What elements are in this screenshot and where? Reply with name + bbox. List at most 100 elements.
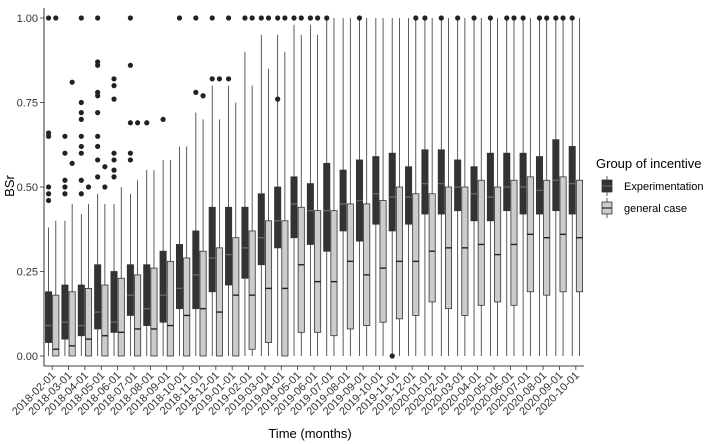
- experimentation-box: [45, 15, 53, 356]
- outlier-point: [275, 15, 281, 21]
- general-case-box: [428, 18, 436, 356]
- outlier-point: [69, 160, 75, 166]
- box-iqr: [503, 152, 511, 212]
- outlier-point: [520, 15, 526, 21]
- outlier-point: [275, 96, 281, 102]
- general-case-box: [232, 102, 240, 357]
- box-iqr: [421, 149, 429, 215]
- experimentation-box: [274, 15, 282, 356]
- x-axis-title: Time (months): [268, 426, 351, 441]
- box-iqr: [461, 186, 469, 316]
- box-iqr: [477, 179, 485, 306]
- outlier-point: [78, 99, 84, 106]
- outlier-point: [111, 157, 117, 163]
- outlier-point: [160, 116, 166, 122]
- box-iqr: [306, 183, 314, 245]
- outlier-point: [95, 89, 101, 95]
- box-iqr: [290, 176, 298, 239]
- outlier-point: [78, 116, 84, 122]
- outlier-point: [193, 89, 199, 95]
- box-iqr: [126, 264, 134, 316]
- experimentation-box: [208, 15, 216, 356]
- general-case-box: [526, 18, 534, 356]
- y-tick-label: 0.00: [17, 351, 38, 363]
- outlier-point: [193, 15, 199, 21]
- experimentation-box: [290, 15, 298, 356]
- experimentation-box: [175, 15, 183, 356]
- outlier-point: [127, 150, 133, 156]
- box-iqr: [52, 294, 60, 357]
- outlier-point: [242, 15, 248, 21]
- box-iqr: [94, 264, 102, 330]
- outlier-point: [78, 150, 84, 156]
- experimentation-box: [143, 120, 151, 356]
- experimentation-box: [306, 15, 314, 356]
- outlier-point: [69, 79, 75, 85]
- box-iqr: [575, 179, 583, 293]
- general-case-box: [395, 18, 403, 356]
- box-iqr: [45, 291, 53, 343]
- experimentation-box: [110, 76, 118, 356]
- outlier-point: [62, 150, 68, 156]
- outlier-point: [265, 15, 272, 21]
- outlier-point: [422, 15, 428, 21]
- box-iqr: [110, 271, 118, 333]
- experimentation-box: [126, 15, 134, 356]
- outlier-point: [249, 15, 255, 21]
- box-iqr: [405, 166, 413, 225]
- experimentation-box: [437, 15, 445, 356]
- outlier-point: [95, 59, 101, 65]
- outlier-point: [95, 143, 101, 150]
- box-iqr: [232, 237, 240, 357]
- box-iqr: [225, 206, 233, 286]
- outlier-point: [135, 120, 141, 126]
- legend-label: general case: [624, 203, 687, 215]
- outlier-point: [111, 96, 117, 102]
- experimentation-box: [339, 18, 347, 356]
- box-iqr: [314, 210, 322, 333]
- outlier-point: [45, 197, 52, 204]
- box-iqr: [510, 179, 518, 306]
- general-case-box: [461, 18, 469, 356]
- box-iqr: [568, 146, 576, 215]
- y-tick-label: 0.25: [17, 267, 38, 279]
- box-iqr: [395, 186, 403, 320]
- general-case-box: [412, 15, 420, 356]
- outlier-point: [78, 177, 84, 183]
- outlier-point: [511, 15, 517, 21]
- outlier-point: [209, 15, 215, 21]
- outlier-point: [560, 15, 566, 21]
- outlier-point: [209, 76, 215, 82]
- outlier-point: [85, 184, 92, 190]
- general-case-box: [85, 184, 93, 357]
- outlier-point: [504, 15, 510, 21]
- box-iqr: [159, 250, 167, 323]
- outlier-point: [553, 15, 559, 21]
- outlier-point: [111, 150, 117, 156]
- outlier-point: [225, 76, 232, 82]
- outlier-point: [127, 62, 133, 68]
- outlier-point: [62, 177, 68, 183]
- general-case-box: [379, 18, 387, 356]
- box-iqr: [437, 149, 445, 215]
- general-case-box: [510, 15, 518, 356]
- outlier-point: [307, 15, 313, 21]
- outlier-point: [53, 15, 59, 21]
- outlier-point: [102, 184, 108, 190]
- experimentation-box: [159, 116, 167, 356]
- outlier-point: [536, 15, 543, 21]
- box-iqr: [339, 169, 347, 232]
- box-iqr: [535, 156, 543, 215]
- outlier-point: [127, 157, 133, 163]
- outlier-point: [176, 15, 183, 21]
- y-tick-label: 0.50: [17, 182, 38, 194]
- outlier-point: [413, 15, 419, 21]
- experimentation-box: [405, 18, 413, 356]
- general-case-box: [52, 15, 60, 357]
- outlier-point: [298, 15, 304, 21]
- legend-item: Experimentation: [601, 176, 704, 196]
- experimentation-box: [454, 15, 462, 356]
- outlier-point: [78, 15, 84, 21]
- experimentation-box: [241, 15, 249, 356]
